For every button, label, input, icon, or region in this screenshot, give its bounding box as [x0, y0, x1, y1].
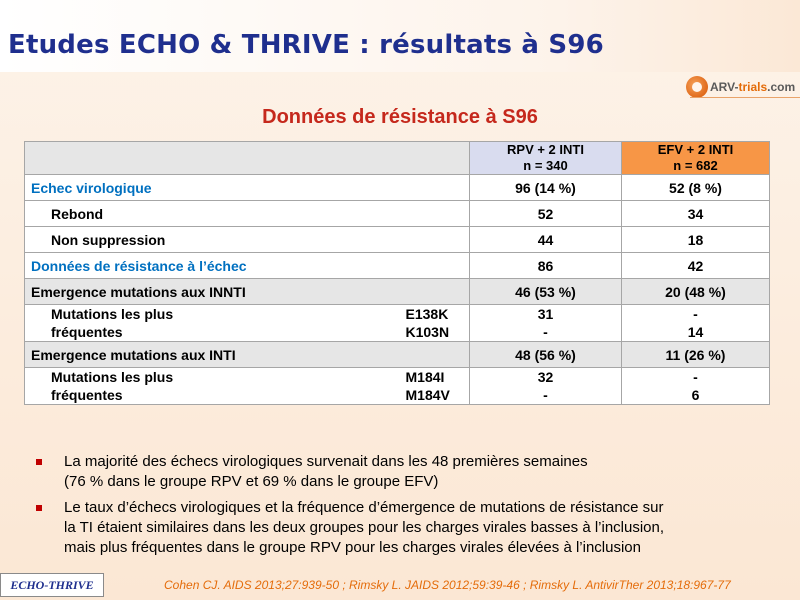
efv-value: - 6 — [621, 367, 770, 405]
table-row-inti-mutations: Mutations les plus fréquentes M184I M184… — [24, 367, 770, 405]
bullet-list: La majorité des échecs virologiques surv… — [36, 452, 796, 564]
efv-value-line: - — [693, 306, 698, 322]
bullet-line: (76 % dans le groupe RPV et 69 % dans le… — [64, 473, 439, 490]
rpv-value-line: - — [543, 324, 548, 340]
bullet-line: Le taux d’échecs virologiques et la fréq… — [64, 499, 664, 516]
mutation-names: M184I M184V — [399, 367, 470, 405]
row-label: Echec virologique — [24, 174, 470, 201]
row-label: Mutations les plus fréquentes — [24, 367, 400, 405]
row-label: Emergence mutations aux INNTI — [24, 278, 470, 305]
title-band — [0, 0, 800, 72]
table-header-row: RPV + 2 INTI n = 340 EFV + 2 INTI n = 68… — [24, 141, 770, 175]
efv-value-line: - — [693, 369, 698, 385]
table-row-non-suppression: Non suppression 44 18 — [24, 226, 770, 253]
logo-name: trials — [738, 80, 768, 94]
row-label-line: Mutations les plus — [51, 306, 174, 322]
bullet-square-icon — [36, 459, 42, 465]
row-label: Emergence mutations aux INTI — [24, 341, 470, 368]
header-blank-cell — [24, 141, 470, 175]
bullet-line: mais plus fréquentes dans le groupe RPV … — [64, 539, 641, 556]
efv-value-line: 6 — [691, 387, 700, 403]
table-row-donnees: Données de résistance à l’échec 86 42 — [24, 252, 770, 279]
rpv-value: 96 (14 %) — [469, 174, 622, 201]
rpv-value: 86 — [469, 252, 622, 279]
header-efv: EFV + 2 INTI n = 682 — [621, 141, 770, 175]
efv-value-line: 14 — [687, 324, 704, 340]
rpv-value: 44 — [469, 226, 622, 253]
efv-value: 42 — [621, 252, 770, 279]
arv-logo-icon — [686, 76, 708, 98]
mutation-name: E138K — [405, 306, 449, 322]
resistance-table: RPV + 2 INTI n = 340 EFV + 2 INTI n = 68… — [24, 141, 770, 405]
row-label-line: Mutations les plus — [51, 369, 174, 385]
row-label: Données de résistance à l’échec — [24, 252, 470, 279]
header-efv-n: n = 682 — [673, 158, 718, 173]
row-label: Rebond — [24, 200, 470, 227]
rpv-value-line: 32 — [537, 369, 554, 385]
rpv-value-line: 31 — [537, 306, 554, 322]
bullet-item: La majorité des échecs virologiques surv… — [36, 452, 796, 492]
rpv-value: 31 - — [469, 304, 622, 342]
bullet-square-icon — [36, 505, 42, 511]
table-row-innti-mutations: Mutations les plus fréquentes E138K K103… — [24, 304, 770, 342]
mutation-name: M184V — [405, 387, 450, 403]
bullet-item: Le taux d’échecs virologiques et la fréq… — [36, 498, 796, 558]
efv-value: 34 — [621, 200, 770, 227]
efv-value: 20 (48 %) — [621, 278, 770, 305]
arv-trials-logo[interactable]: ARV-trials.com — [686, 76, 795, 98]
study-tag: ECHO-THRIVE — [0, 573, 104, 597]
rpv-value: 32 - — [469, 367, 622, 405]
row-label-line: fréquentes — [51, 324, 123, 340]
slide-subtitle: Données de résistance à S96 — [262, 106, 538, 128]
logo-text: ARV-trials.com — [710, 80, 795, 94]
rpv-value: 48 (56 %) — [469, 341, 622, 368]
bullet-line: La majorité des échecs virologiques surv… — [64, 453, 588, 470]
footer-citation: Cohen CJ. AIDS 2013;27:939-50 ; Rimsky L… — [164, 578, 731, 592]
table-row-inti: Emergence mutations aux INTI 48 (56 %) 1… — [24, 341, 770, 368]
logo-divider — [690, 97, 800, 98]
header-rpv-arm: RPV + 2 INTI — [507, 142, 584, 157]
mutation-name: M184I — [405, 369, 445, 385]
bullet-line: la TI étaient similaires dans les deux g… — [64, 519, 665, 536]
mutation-names: E138K K103N — [399, 304, 470, 342]
mutation-name: K103N — [405, 324, 450, 340]
header-efv-arm: EFV + 2 INTI — [657, 142, 734, 157]
table-row-rebond: Rebond 52 34 — [24, 200, 770, 227]
slide-title: Etudes ECHO & THRIVE : résultats à S96 — [8, 30, 604, 60]
rpv-value-line: - — [543, 387, 548, 403]
rpv-value: 46 (53 %) — [469, 278, 622, 305]
row-label: Non suppression — [24, 226, 470, 253]
row-label: Mutations les plus fréquentes — [24, 304, 400, 342]
logo-suffix: .com — [767, 80, 796, 94]
row-label-line: fréquentes — [51, 387, 123, 403]
rpv-value: 52 — [469, 200, 622, 227]
header-rpv-n: n = 340 — [523, 158, 568, 173]
logo-prefix: ARV- — [710, 80, 739, 94]
table-row-innti: Emergence mutations aux INNTI 46 (53 %) … — [24, 278, 770, 305]
efv-value: 18 — [621, 226, 770, 253]
header-rpv: RPV + 2 INTI n = 340 — [469, 141, 622, 175]
efv-value: 11 (26 %) — [621, 341, 770, 368]
efv-value: - 14 — [621, 304, 770, 342]
efv-value: 52 (8 %) — [621, 174, 770, 201]
table-row-echec: Echec virologique 96 (14 %) 52 (8 %) — [24, 174, 770, 201]
